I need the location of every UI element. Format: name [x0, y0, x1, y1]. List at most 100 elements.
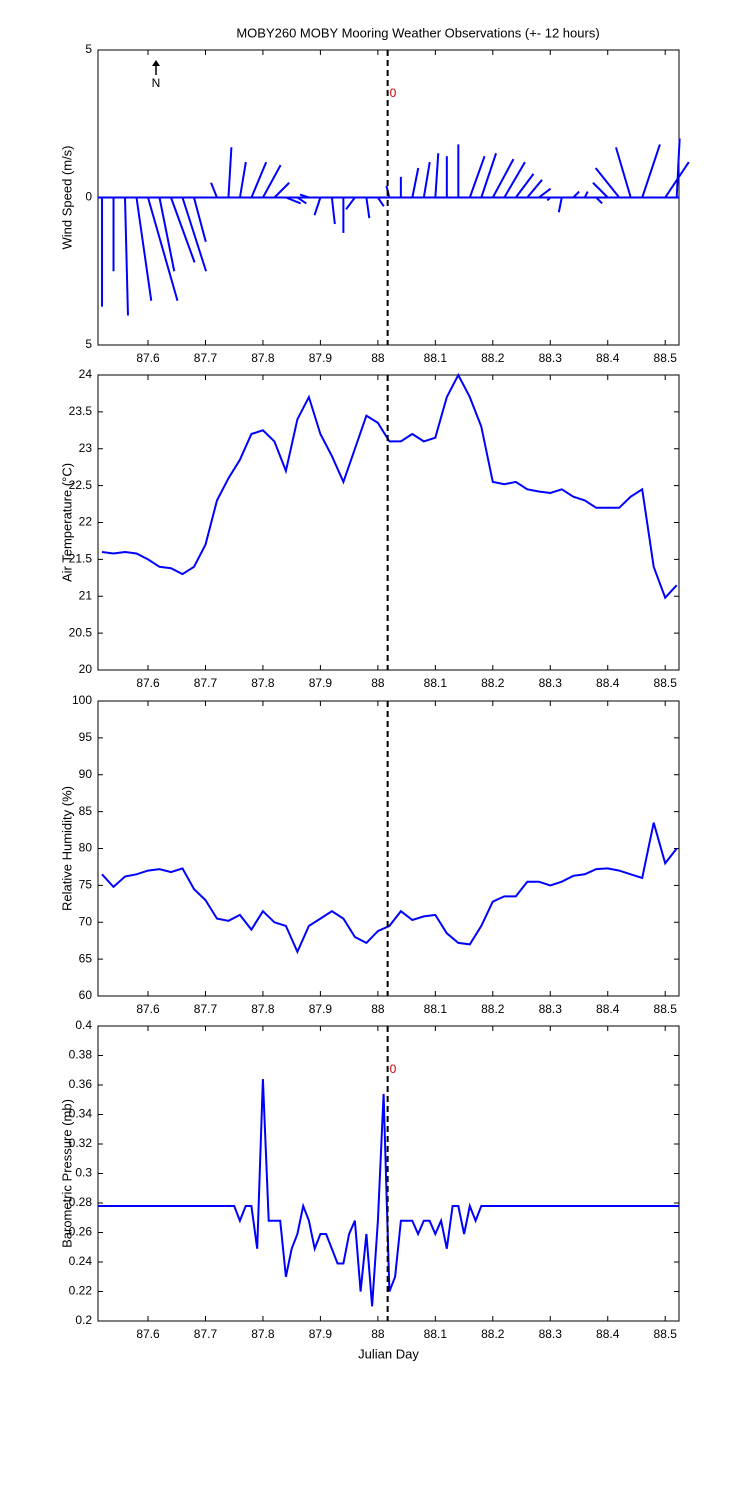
- x-tick-label: 87.8: [251, 1002, 275, 1016]
- y-tick-label: 0.4: [75, 1018, 92, 1032]
- x-tick-label: 87.7: [194, 1002, 218, 1016]
- x-tick-label: 87.8: [251, 351, 275, 365]
- data-line: [101, 372, 678, 600]
- wind-stick: [557, 197, 563, 213]
- x-tick-label: 88.1: [424, 1327, 448, 1341]
- y-tick-label: 0: [85, 190, 92, 204]
- x-tick-label: 88.5: [654, 1002, 678, 1016]
- wind-stick: [675, 138, 681, 198]
- y-axis-label: Relative Humidity (%): [59, 786, 74, 911]
- y-tick-label: 85: [79, 804, 93, 818]
- wind-stick: [503, 161, 526, 199]
- wind-stick: [434, 153, 440, 198]
- x-tick-label: 88.4: [596, 1327, 620, 1341]
- wind-stick: [181, 197, 208, 272]
- y-tick-label: 100: [72, 693, 92, 707]
- y-tick-label: 0.3: [75, 1166, 92, 1180]
- x-tick-label: 88.1: [424, 1002, 448, 1016]
- wind-stick: [377, 196, 385, 207]
- wind-stick: [572, 190, 580, 199]
- x-tick-label: 88.3: [539, 351, 563, 365]
- x-tick-label: 88.4: [596, 1002, 620, 1016]
- x-tick-label: 88.2: [481, 1327, 505, 1341]
- y-tick-label: 20.5: [69, 625, 93, 639]
- wind-stick: [250, 161, 268, 198]
- wind-stick: [262, 164, 282, 198]
- x-tick-label: 87.9: [309, 351, 333, 365]
- wind-stick: [124, 197, 129, 316]
- wind-stick: [273, 182, 290, 199]
- y-tick-label: 75: [79, 878, 93, 892]
- x-tick-label: 88.2: [481, 676, 505, 690]
- wind-stick: [480, 152, 498, 198]
- wind-stick: [594, 167, 621, 199]
- y-tick-label: 21.5: [69, 552, 93, 566]
- x-tick-label: 87.6: [136, 1327, 160, 1341]
- x-tick-label: 87.6: [136, 1002, 160, 1016]
- wind-stick: [592, 182, 609, 199]
- y-axis-label: Barometric Pressure (mb): [59, 1099, 74, 1248]
- reference-label: 0: [390, 86, 397, 100]
- wind-stick: [170, 197, 196, 263]
- y-tick-label: 23: [79, 441, 93, 455]
- y-tick-label: 0.28: [69, 1195, 93, 1209]
- x-tick-label: 88.2: [481, 1002, 505, 1016]
- x-axis-label: Julian Day: [358, 1346, 419, 1361]
- y-tick-label: 20: [79, 662, 93, 676]
- wind-stick: [210, 182, 218, 198]
- chart-title: MOBY260 MOBY Mooring Weather Observation…: [236, 25, 599, 40]
- x-tick-label: 88.1: [424, 676, 448, 690]
- wind-stick: [296, 196, 307, 205]
- y-tick-label: 60: [79, 988, 93, 1002]
- wind-stick: [526, 179, 543, 199]
- wind-stick: [330, 197, 336, 225]
- wind-stick: [147, 197, 179, 302]
- y-tick-label: 0.32: [69, 1136, 93, 1150]
- x-tick-label: 87.8: [251, 676, 275, 690]
- y-tick-label: 80: [79, 841, 93, 855]
- x-tick-label: 87.9: [309, 676, 333, 690]
- wind-stick: [345, 196, 356, 210]
- x-tick-label: 87.6: [136, 676, 160, 690]
- wind-stick: [468, 155, 486, 198]
- wind-stick: [238, 161, 247, 198]
- y-tick-label: 0.26: [69, 1225, 93, 1239]
- y-tick-label: 22: [79, 515, 93, 529]
- north-arrow-head: [152, 60, 160, 66]
- wind-stick: [546, 196, 551, 202]
- y-tick-label: 0.34: [69, 1107, 93, 1121]
- y-tick-label: 90: [79, 767, 93, 781]
- data-line: [101, 822, 678, 955]
- y-axis-label: Air Temperature (°C): [59, 463, 74, 582]
- wind-stick: [641, 144, 661, 198]
- x-tick-label: 88.5: [654, 676, 678, 690]
- y-tick-label: 0.36: [69, 1077, 93, 1091]
- y-tick-label: 5: [85, 337, 92, 351]
- x-tick-label: 88: [371, 1327, 385, 1341]
- x-tick-label: 88.2: [481, 351, 505, 365]
- x-tick-label: 88.5: [654, 1327, 678, 1341]
- y-tick-label: 23.5: [69, 404, 93, 418]
- x-tick-label: 88.1: [424, 351, 448, 365]
- wind-stick: [411, 167, 420, 198]
- y-tick-label: 0.2: [75, 1313, 92, 1327]
- wind-stick: [193, 197, 207, 243]
- x-tick-label: 87.7: [194, 351, 218, 365]
- y-tick-label: 65: [79, 951, 93, 965]
- y-tick-label: 70: [79, 914, 93, 928]
- wind-stick: [583, 191, 589, 198]
- y-tick-label: 21: [79, 588, 93, 602]
- y-tick-label: 5: [85, 42, 92, 56]
- wind-stick: [227, 147, 233, 198]
- x-tick-label: 87.7: [194, 676, 218, 690]
- reference-label: 0: [390, 1062, 397, 1076]
- north-label: N: [152, 76, 161, 90]
- wind-stick: [285, 196, 302, 205]
- wind-stick: [422, 161, 431, 198]
- x-tick-label: 87.9: [309, 1002, 333, 1016]
- wind-stick: [365, 197, 371, 219]
- x-tick-label: 87.7: [194, 1327, 218, 1341]
- wind-stick: [299, 193, 310, 199]
- x-tick-label: 88.3: [539, 1002, 563, 1016]
